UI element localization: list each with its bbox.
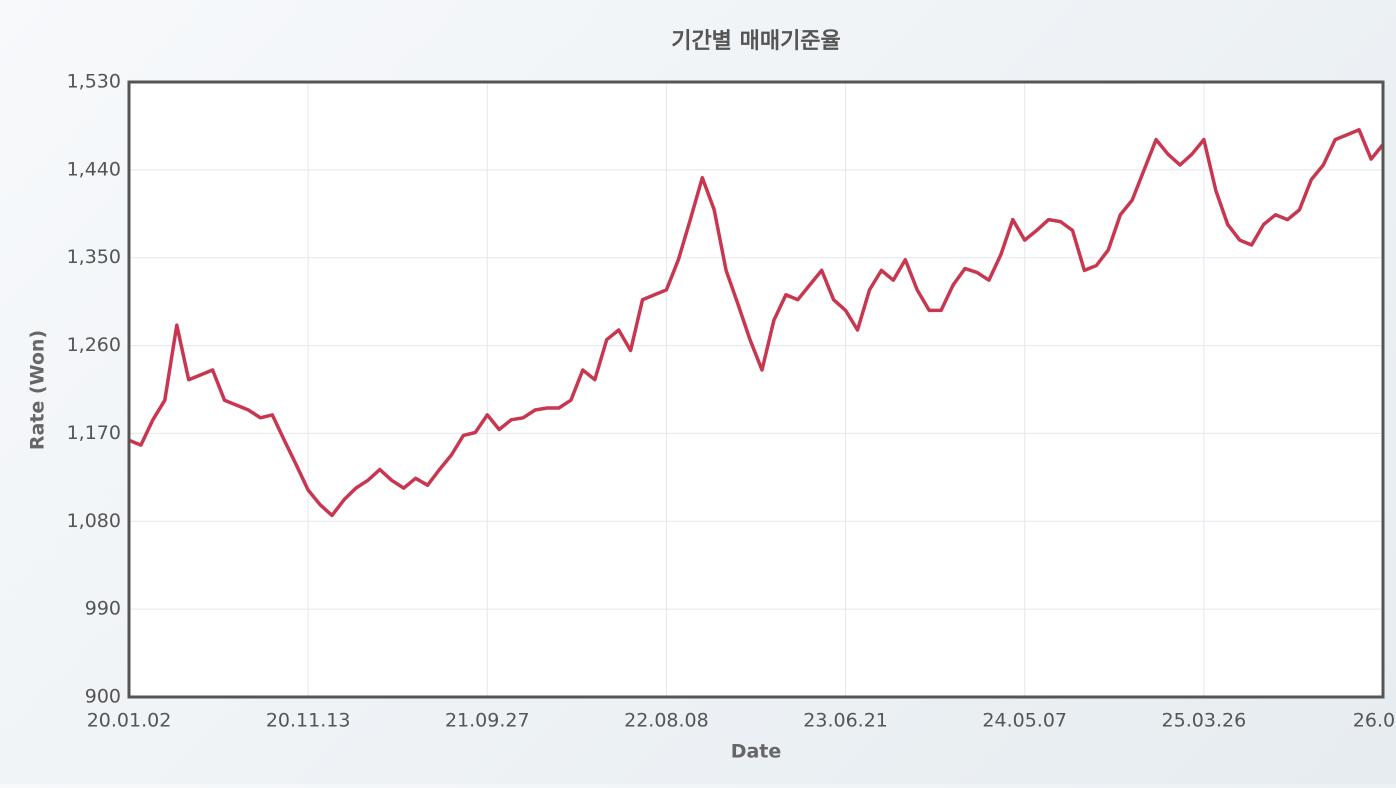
x-tick-label: 20.01.02 [87,710,172,732]
x-tick-label: 22.08.08 [624,710,709,732]
x-tick-label: 21.09.27 [445,710,530,732]
x-tick-label: 23.06.21 [803,710,888,732]
grid [128,81,1384,698]
plot-area [129,82,1383,697]
marks [128,128,1385,518]
x-tick-label: 26.02. [1353,710,1396,732]
y-tick-label: 1,530 [67,71,121,93]
x-axis-title: Date [731,741,782,763]
y-tick-label: 1,260 [67,334,121,356]
x-tick-label: 24.05.07 [982,710,1067,732]
y-tick-label: 1,170 [67,422,121,444]
y-tick-label: 1,350 [67,246,121,268]
x-tick-label: 20.11.13 [266,710,351,732]
y-tick-label: 1,440 [67,158,121,180]
y-tick-label: 1,080 [67,510,121,532]
y-tick-label: 900 [85,686,121,708]
chart-title: 기간별 매매기준율 [671,29,841,54]
plot-frame [127,80,1385,699]
y-tick-label: 990 [85,598,121,620]
x-tick-label: 25.03.26 [1162,710,1247,732]
line-series [128,128,1385,518]
y-axis-title: Rate (Won) [27,330,49,450]
